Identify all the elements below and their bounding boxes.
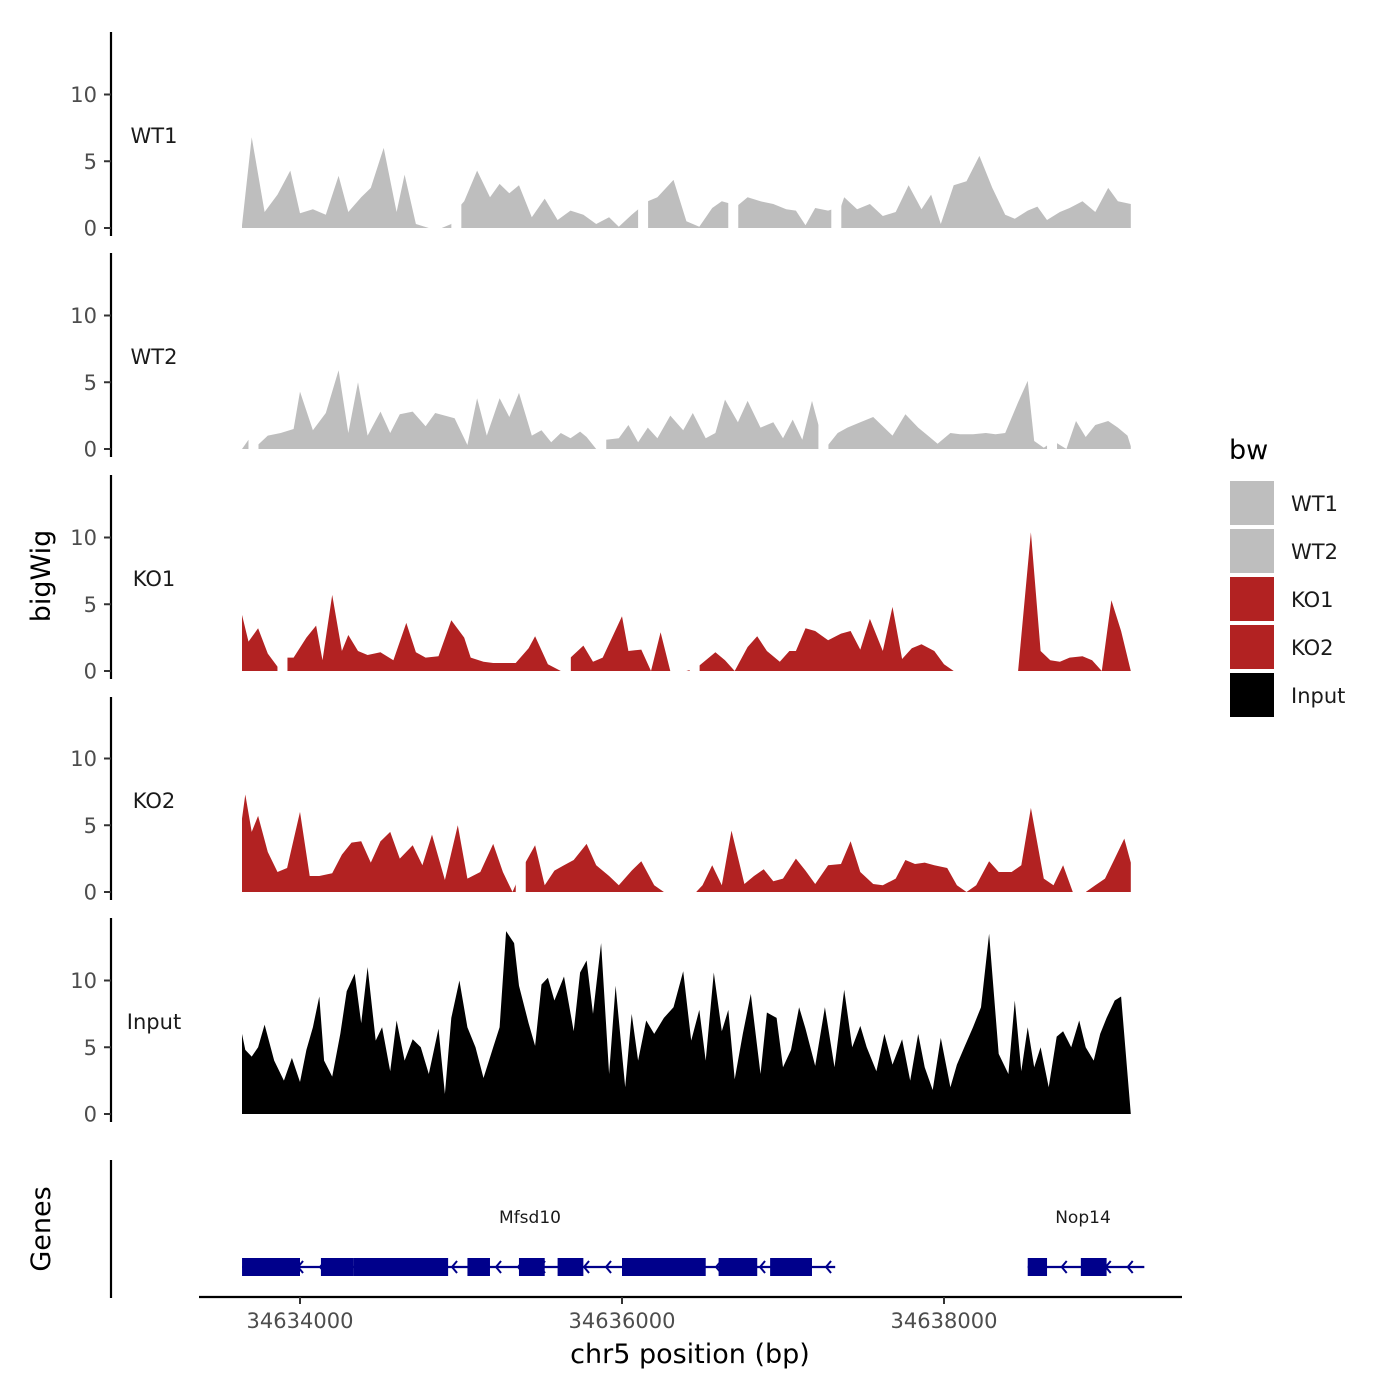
exon — [718, 1258, 758, 1276]
coverage-gap — [1047, 253, 1058, 450]
legend-swatch-wt1 — [1230, 481, 1274, 525]
y-tick-label: 0 — [84, 217, 97, 241]
exon — [320, 1258, 354, 1276]
strand-arrow — [582, 1260, 590, 1274]
signal-area-input — [242, 931, 1131, 1114]
coverage-gap — [515, 697, 526, 893]
exon — [353, 1258, 449, 1276]
legend-swatch-input — [1230, 673, 1274, 717]
coverage-gap — [728, 32, 739, 229]
gene-label: Mfsd10 — [499, 1208, 561, 1228]
strand-arrow — [1126, 1260, 1134, 1274]
y-tick-label: 10 — [70, 304, 97, 328]
strand-arrow — [758, 1260, 766, 1274]
exon — [1080, 1258, 1107, 1276]
track-label: KO2 — [133, 789, 176, 813]
track-label: Input — [127, 1010, 181, 1034]
x-tick-label: 34636000 — [569, 1309, 676, 1333]
legend-label-wt2: WT2 — [1291, 540, 1338, 564]
coverage-gap — [560, 475, 571, 672]
legend-swatch-wt2 — [1230, 529, 1274, 573]
gene-track: Mfsd10 Nop14 — [109, 1160, 1145, 1298]
gene-label: Nop14 — [1055, 1208, 1111, 1228]
exon — [242, 1258, 300, 1276]
exon — [518, 1258, 545, 1276]
legend-title: bw — [1229, 435, 1268, 466]
track-ko1: 0 5 10 KO1 — [70, 475, 1131, 684]
legend-swatch-ko2 — [1230, 625, 1274, 669]
y-tick-label: 10 — [70, 526, 97, 550]
exon — [557, 1258, 584, 1276]
signal-tracks: 0 5 10 WT1 0 5 10 WT2 0 5 10 KO1 0 5 10 KO2 0 5 10 Input — [70, 32, 1131, 1127]
genes-axis-title: Genes — [26, 1186, 57, 1271]
x-tick-label: 34638000 — [891, 1309, 998, 1333]
legend: bw WT1 WT2 KO1 KO2 Input — [1229, 435, 1345, 717]
signal-area-ko2 — [242, 794, 1131, 892]
exon — [770, 1258, 812, 1276]
track-label: KO1 — [133, 567, 176, 591]
exon — [467, 1258, 490, 1276]
x-axis-title: chr5 position (bp) — [570, 1339, 810, 1370]
coverage-gap — [689, 475, 700, 672]
y-tick-label: 0 — [84, 1103, 97, 1127]
exon — [622, 1258, 706, 1276]
track-label: WT1 — [131, 124, 178, 148]
y-tick-label: 10 — [70, 747, 97, 771]
y-tick-label: 5 — [84, 814, 97, 838]
legend-label-ko1: KO1 — [1291, 588, 1334, 612]
coverage-gap — [638, 32, 649, 229]
coverage-gap — [248, 253, 259, 450]
coverage-gap — [686, 697, 697, 893]
y-tick-label: 5 — [84, 1036, 97, 1060]
track-ko2: 0 5 10 KO2 — [70, 697, 1131, 905]
coverage-gap — [818, 253, 829, 450]
y-tick-label: 5 — [84, 371, 97, 395]
track-label: WT2 — [131, 345, 178, 369]
legend-label-wt1: WT1 — [1291, 492, 1338, 516]
gene-mfsd10: Mfsd10 — [242, 1208, 836, 1276]
signal-area-wt1 — [242, 137, 1131, 228]
x-tick-label: 34634000 — [247, 1309, 354, 1333]
legend-label-input: Input — [1291, 684, 1345, 708]
track-input: 0 5 10 Input — [70, 918, 1131, 1127]
y-tick-label: 0 — [84, 881, 97, 905]
strand-arrow — [450, 1260, 458, 1274]
signal-area-wt2 — [242, 370, 1131, 449]
signal-area-ko1 — [242, 532, 1131, 671]
coverage-gap — [972, 475, 983, 672]
coverage-gap — [451, 32, 462, 229]
coverage-gap — [831, 32, 842, 229]
strand-arrow — [494, 1260, 502, 1274]
y-tick-label: 0 — [84, 660, 97, 684]
exon — [1027, 1258, 1048, 1276]
coverage-gap — [277, 475, 288, 672]
track-wt1: 0 5 10 WT1 — [70, 32, 1131, 241]
track-wt2: 0 5 10 WT2 — [70, 253, 1131, 462]
y-tick-label: 5 — [84, 593, 97, 617]
x-axis: 34634000 34636000 34638000 — [199, 1295, 1182, 1333]
strand-arrow — [604, 1260, 612, 1274]
legend-swatch-ko1 — [1230, 577, 1274, 621]
gene-nop14: Nop14 — [1027, 1208, 1145, 1276]
strand-arrow — [824, 1260, 832, 1274]
y-tick-label: 5 — [84, 150, 97, 174]
y-tick-label: 10 — [70, 83, 97, 107]
coverage-gap — [596, 253, 607, 450]
strand-arrow — [1060, 1260, 1068, 1274]
y-tick-label: 0 — [84, 438, 97, 462]
y-tick-label: 10 — [70, 969, 97, 993]
legend-label-ko2: KO2 — [1291, 636, 1334, 660]
y-axis-title: bigWig — [26, 530, 57, 623]
coverage-gap — [1076, 697, 1087, 893]
